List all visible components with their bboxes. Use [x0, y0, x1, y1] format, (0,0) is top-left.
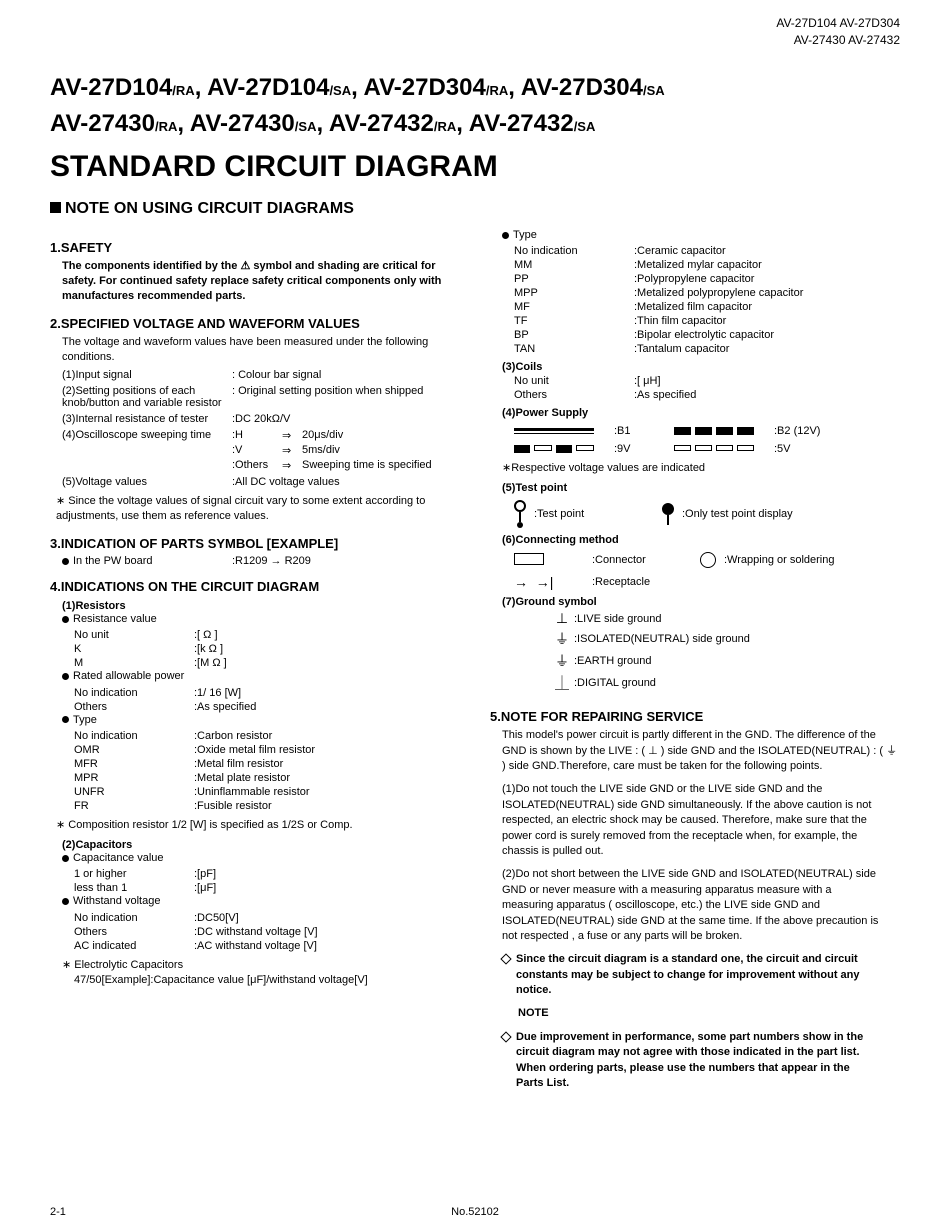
input-signal-row: (1)Input signal: Colour bar signal: [62, 369, 460, 381]
osc-v-row: :V⇒5ms/div: [232, 444, 460, 457]
ground-digital-row: ⏊:DIGITAL ground: [550, 673, 900, 693]
connector-row: :Connector :Wrapping or soldering: [514, 552, 900, 568]
res-type-bullet: Type: [62, 713, 460, 728]
ct-row: No indication:Ceramic capacitor: [514, 245, 900, 257]
internal-res-row: (3)Internal resistance of tester:DC 20kΩ…: [62, 413, 460, 425]
header-line2: AV-27430 AV-27432: [776, 32, 900, 49]
rap-row: Others:As specified: [74, 701, 460, 713]
coils-head: (3)Coils: [502, 361, 900, 373]
cap-value-bullet: Capacitance value: [62, 851, 460, 866]
wv-row: Others:DC withstand voltage [V]: [74, 926, 460, 938]
ct-row: MF:Metalized film capacitor: [514, 301, 900, 313]
elec-cap-label: ∗ Electrolytic Capacitors: [62, 958, 460, 973]
header-model-numbers: AV-27D104 AV-27D304 AV-27430 AV-27432: [776, 15, 900, 49]
section-5-para: This model's power circuit is partly dif…: [502, 728, 900, 774]
doc-number: No.52102: [451, 1206, 499, 1218]
elec-cap-example: 47/50[Example]:Capacitance value [μF]/wi…: [74, 973, 460, 988]
rap-row: No indication:1/ 16 [W]: [74, 687, 460, 699]
note-label: NOTE: [518, 1006, 900, 1021]
resistance-value-bullet: Resistance value: [62, 612, 460, 627]
capacitors-head: (2)Capacitors: [62, 839, 460, 851]
connector-icon: [514, 553, 544, 565]
resistors-head: (1)Resistors: [62, 600, 460, 612]
rt-row: MFR:Metal film resistor: [74, 758, 460, 770]
voltage-values-row: (5)Voltage values:All DC voltage values: [62, 476, 460, 488]
title-block: AV-27D104/RA, AV-27D104/SA, AV-27D304/RA…: [50, 70, 900, 184]
main-title: STANDARD CIRCUIT DIAGRAM: [50, 150, 900, 184]
pw-board-row: In the PW board:R1209 → R209: [62, 555, 460, 567]
coil-row: No unit:[ μH]: [514, 375, 900, 387]
section-1-head: 1.SAFETY: [50, 240, 460, 255]
left-column: 1.SAFETY The components identified by th…: [50, 228, 460, 1091]
comp-res-note: ∗ Composition resistor 1/2 [W] is specif…: [56, 818, 460, 833]
receptacle-icon: → →|: [514, 574, 553, 590]
section-4-head: 4.INDICATIONS ON THE CIRCUIT DIAGRAM: [50, 579, 460, 594]
section-2-head: 2.SPECIFIED VOLTAGE AND WAVEFORM VALUES: [50, 316, 460, 331]
ground-iso-row: ⏚:ISOLATED(NEUTRAL) side ground: [550, 629, 900, 649]
test-point-head: (5)Test point: [502, 482, 900, 494]
ps-b1-row: :B1 :B2 (12V): [514, 425, 900, 437]
page-footer: 2-1 No.52102: [50, 1206, 900, 1218]
note-heading: NOTE ON USING CIRCUIT DIAGRAMS: [50, 200, 900, 218]
withstand-v-bullet: Withstand voltage: [62, 894, 460, 909]
repair-note-1: (1)Do not touch the LIVE side GND or the…: [502, 782, 900, 859]
title-line-1: AV-27D104/RA, AV-27D104/SA, AV-27D304/RA…: [50, 70, 900, 106]
rt-row: No indication:Carbon resistor: [74, 730, 460, 742]
diamond-note-2: Due improvement in performance, some par…: [502, 1030, 900, 1092]
rt-row: OMR:Oxide metal film resistor: [74, 744, 460, 756]
section-2-note: ∗ Since the voltage values of signal cir…: [56, 494, 460, 524]
rated-power-bullet: Rated allowable power: [62, 669, 460, 684]
repair-note-2: (2)Do not short between the LIVE side GN…: [502, 867, 900, 944]
ct-row: TAN:Tantalum capacitor: [514, 343, 900, 355]
header-line1: AV-27D104 AV-27D304: [776, 15, 900, 32]
solder-icon: [700, 552, 716, 568]
note-heading-text: NOTE ON USING CIRCUIT DIAGRAMS: [65, 200, 354, 217]
test-point-icon: [514, 500, 526, 512]
osc-other-row: :Others⇒Sweeping time is specified: [232, 459, 460, 472]
section-5-head: 5.NOTE FOR REPAIRING SERVICE: [490, 709, 900, 724]
setting-pos-row: (2)Setting positions of each knob/button…: [62, 385, 460, 409]
ground-live-row: ⊥:LIVE side ground: [550, 610, 900, 627]
rt-row: MPR:Metal plate resistor: [74, 772, 460, 784]
ground-live-icon: ⊥: [550, 610, 574, 627]
wv-row: AC indicated:AC withstand voltage [V]: [74, 940, 460, 952]
ground-iso-icon: ⏚: [550, 629, 574, 649]
ct-row: BP:Bipolar electrolytic capacitor: [514, 329, 900, 341]
diamond-note-1: Since the circuit diagram is a standard …: [502, 952, 900, 998]
power-supply-head: (4)Power Supply: [502, 407, 900, 419]
ps-note: ∗Respective voltage values are indicated: [502, 461, 900, 476]
test-point-row: :Test point :Only test point display: [514, 500, 900, 528]
section-1-body: The components identified by the ⚠ symbo…: [62, 259, 460, 304]
rt-row: FR:Fusible resistor: [74, 800, 460, 812]
ct-row: PP:Polypropylene capacitor: [514, 273, 900, 285]
conn-method-head: (6)Connecting method: [502, 534, 900, 546]
page-number: 2-1: [50, 1206, 66, 1218]
osc-sweep-row: (4)Oscilloscope sweeping time:H⇒20μs/div: [62, 429, 460, 442]
rv-row: M:[M Ω ]: [74, 657, 460, 669]
ground-symbol-head: (7)Ground symbol: [502, 596, 900, 608]
ground-earth-row: ⏚:EARTH ground: [550, 651, 900, 671]
rt-row: UNFR:Uninflammable resistor: [74, 786, 460, 798]
ground-digital-icon: ⏊: [550, 673, 574, 693]
coil-row: Others:As specified: [514, 389, 900, 401]
title-line-2: AV-27430/RA, AV-27430/SA, AV-27432/RA, A…: [50, 106, 900, 142]
right-column: Type No indication:Ceramic capacitor MM:…: [490, 228, 900, 1091]
rv-row: K:[k Ω ]: [74, 643, 460, 655]
cap-type-bullet: Type: [502, 228, 900, 243]
section-2-intro: The voltage and waveform values have bee…: [62, 335, 460, 366]
cv-row: 1 or higher:[pF]: [74, 868, 460, 880]
test-point-display-icon: [662, 503, 674, 515]
ps-9v-row: :9V :5V: [514, 443, 900, 455]
ct-row: MPP:Metalized polypropylene capacitor: [514, 287, 900, 299]
ct-row: MM:Metalized mylar capacitor: [514, 259, 900, 271]
ct-row: TF:Thin film capacitor: [514, 315, 900, 327]
ground-earth-icon: ⏚: [550, 651, 574, 671]
receptacle-row: → →| :Receptacle: [514, 574, 900, 590]
rv-row: No unit:[ Ω ]: [74, 629, 460, 641]
section-3-head: 3.INDICATION OF PARTS SYMBOL [EXAMPLE]: [50, 536, 460, 551]
cv-row: less than 1:[μF]: [74, 882, 460, 894]
wv-row: No indication:DC50[V]: [74, 912, 460, 924]
